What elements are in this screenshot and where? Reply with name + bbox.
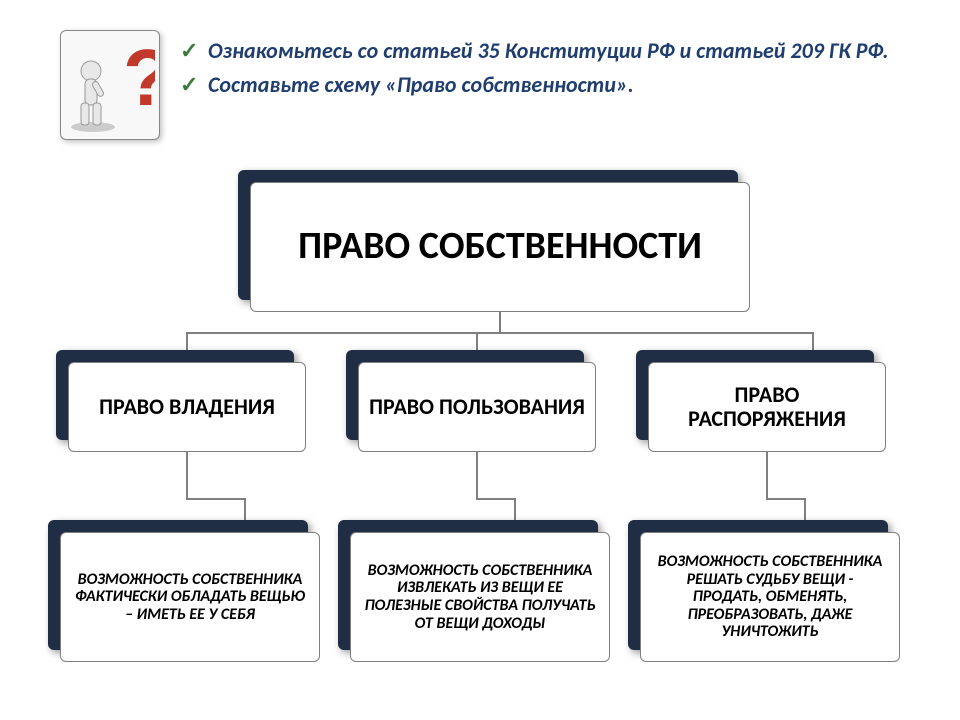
connector [186,498,246,500]
thinker-question-icon: ? [65,35,155,135]
instruction-list: Ознакомьтесь со статьей 35 Конституции Р… [180,30,900,103]
hierarchy-diagram: ПРАВО СОБСТВЕННОСТИ ПРАВО ВЛАДЕНИЯ ПРАВО… [0,170,960,710]
connector [476,452,478,500]
connector [186,452,188,500]
instruction-item: Ознакомьтесь со статьей 35 Конституции Р… [180,36,900,66]
child-node: ПРАВО РАСПОРЯЖЕНИЯ [648,362,886,452]
connector [476,498,516,500]
svg-text:?: ? [123,35,155,122]
connector [186,332,814,334]
leaf-node: ВОЗМОЖНОСТЬ СОБСТВЕННИКА РЕШАТЬ СУДЬБУ В… [640,532,900,662]
connector [766,498,806,500]
instruction-item: Составьте схему «Право собственности». [180,70,900,100]
header-row: ? Ознакомьтесь со статьей 35 Конституции… [0,0,960,150]
root-node: ПРАВО СОБСТВЕННОСТИ [250,182,750,312]
connector [499,312,501,334]
leaf-node: ВОЗМОЖНОСТЬ СОБСТВЕННИКА ФАКТИЧЕСКИ ОБЛА… [60,532,320,662]
child-node: ПРАВО ПОЛЬЗОВАНИЯ [358,362,596,452]
question-icon-box: ? [60,30,160,140]
connector [766,452,768,500]
child-node: ПРАВО ВЛАДЕНИЯ [68,362,306,452]
leaf-node: ВОЗМОЖНОСТЬ СОБСТВЕННИКА ИЗВЛЕКАТЬ ИЗ ВЕ… [350,532,610,662]
